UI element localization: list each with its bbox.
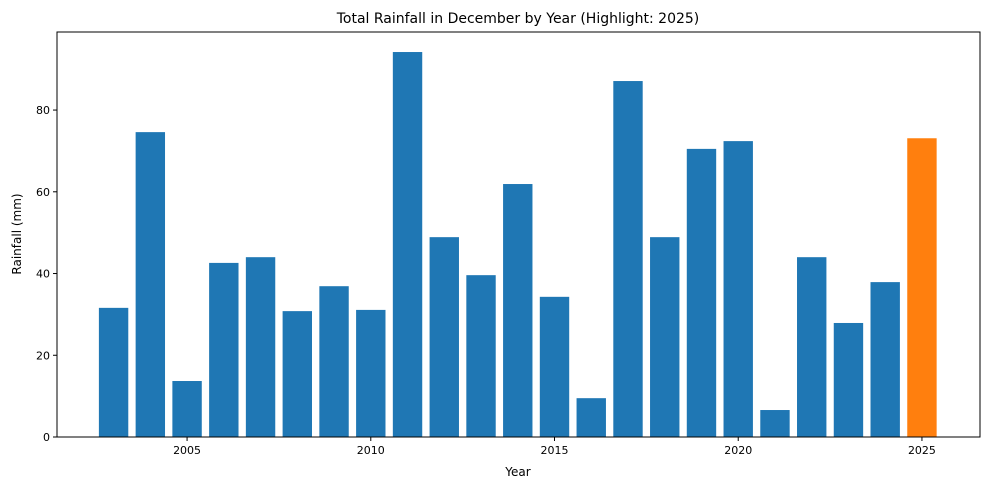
bar-2011	[392, 52, 423, 437]
bar-2020	[723, 141, 753, 437]
bar-2007	[245, 257, 276, 437]
y-tick-label: 0	[43, 431, 50, 444]
bar-2018	[650, 237, 680, 437]
y-axis-label: Rainfall (mm)	[10, 193, 24, 274]
y-tick-label: 80	[36, 104, 50, 117]
bar-2012	[429, 237, 459, 437]
bar-2021	[760, 410, 790, 437]
bar-2015	[539, 296, 570, 437]
x-tick-label: 2015	[541, 444, 569, 457]
y-tick-label: 40	[36, 268, 50, 281]
chart-title: Total Rainfall in December by Year (High…	[336, 11, 700, 27]
x-axis-label: Year	[504, 465, 530, 479]
x-tick-label: 2010	[357, 444, 385, 457]
x-tick-label: 2025	[908, 444, 936, 457]
bar-2006	[209, 262, 239, 437]
y-tick-label: 60	[36, 186, 50, 199]
x-tick-label: 2020	[724, 444, 752, 457]
x-tick-label: 2005	[173, 444, 201, 457]
bar-2008	[282, 311, 313, 437]
bar-highlight-2025	[907, 138, 937, 438]
bar-2014	[503, 184, 533, 437]
bar-2022	[797, 257, 827, 437]
bar-2013	[466, 275, 496, 437]
bar-2003	[98, 307, 129, 437]
bar-2016	[576, 398, 606, 437]
plot-frame	[56, 31, 981, 438]
bar-2004	[135, 132, 166, 437]
bar-2024	[870, 282, 900, 437]
y-tick-label: 20	[36, 349, 50, 362]
bar-2010	[356, 309, 386, 437]
bar-2009	[319, 286, 349, 437]
bar-2017	[613, 81, 643, 437]
bar-2005	[172, 381, 202, 437]
bar-2023	[833, 322, 864, 437]
bar-2019	[686, 148, 717, 437]
